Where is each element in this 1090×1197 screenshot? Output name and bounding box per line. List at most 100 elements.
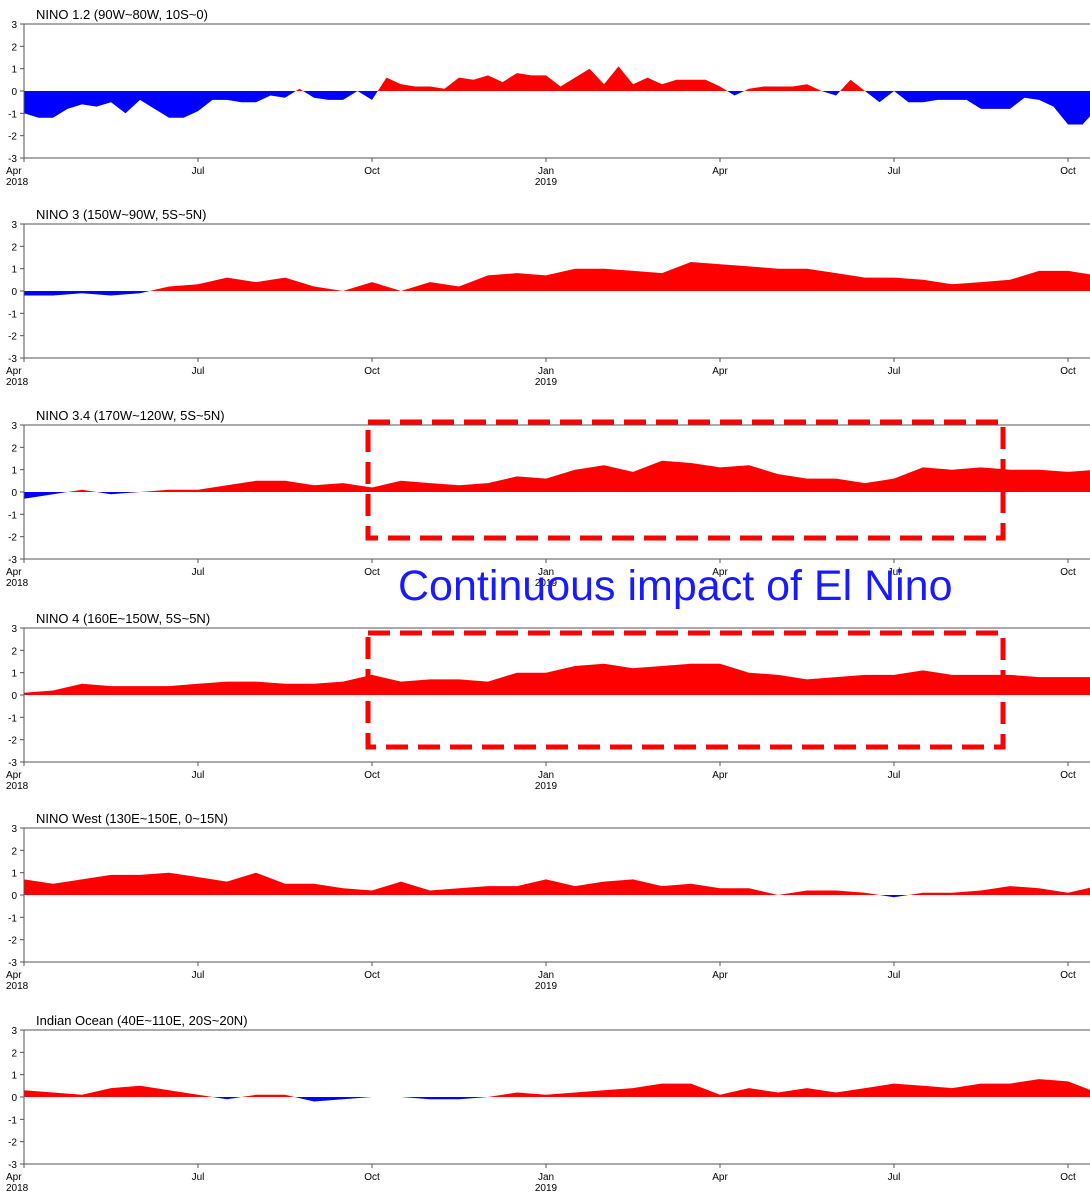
x-tick-year-label: 2018: [6, 1183, 29, 1194]
x-tick-label: Jul: [888, 770, 901, 781]
y-tick-label: -2: [8, 936, 17, 947]
y-tick-label: -3: [8, 958, 17, 969]
y-tick-label: -1: [8, 913, 17, 924]
x-tick-label: Apr: [6, 1172, 22, 1183]
x-tick-year-label: 2018: [6, 177, 29, 188]
anomaly-area: [24, 262, 1090, 304]
y-tick-label: 3: [11, 824, 17, 835]
anomaly-area: [24, 461, 1090, 499]
y-tick-label: 3: [11, 20, 17, 31]
y-tick-label: 2: [11, 242, 17, 253]
positive-anomaly-fill: [24, 1077, 1090, 1102]
y-tick-label: 3: [11, 220, 17, 231]
x-tick-label: Jul: [888, 970, 901, 981]
y-tick-label: 0: [11, 891, 17, 902]
x-tick-label: Oct: [364, 770, 380, 781]
x-tick-label: Oct: [364, 366, 380, 377]
x-tick-label: Jul: [888, 366, 901, 377]
x-tick-label: Jan: [538, 970, 554, 981]
x-tick-label: Oct: [364, 970, 380, 981]
el-nino-annotation: Continuous impact of El Nino: [398, 565, 953, 608]
y-tick-label: -2: [8, 332, 17, 343]
x-tick-label: Jul: [888, 166, 901, 177]
x-tick-label: Jul: [192, 970, 205, 981]
y-tick-label: 3: [11, 421, 17, 432]
x-tick-label: Apr: [6, 567, 22, 578]
x-tick-label: Apr: [712, 166, 728, 177]
y-tick-label: 2: [11, 646, 17, 657]
y-tick-label: 2: [11, 42, 17, 53]
y-tick-label: 2: [11, 1048, 17, 1059]
x-tick-label: Jul: [192, 770, 205, 781]
x-tick-year-label: 2019: [535, 981, 558, 992]
x-tick-label: Oct: [1060, 970, 1076, 981]
y-tick-label: 1: [11, 265, 17, 276]
anomaly-area: [24, 664, 1090, 695]
x-tick-year-label: 2018: [6, 981, 29, 992]
y-tick-label: 0: [11, 87, 17, 98]
x-tick-label: Apr: [6, 770, 22, 781]
panel-title: NINO 4 (160E~150W, 5S~5N): [36, 611, 210, 626]
y-tick-label: -2: [8, 736, 17, 747]
x-tick-year-label: 2018: [6, 578, 29, 589]
y-tick-label: -1: [8, 109, 17, 120]
y-tick-label: -1: [8, 510, 17, 521]
x-tick-year-label: 2018: [6, 377, 29, 388]
y-tick-label: -3: [8, 354, 17, 365]
y-tick-label: -3: [8, 154, 17, 165]
y-tick-label: 1: [11, 669, 17, 680]
x-tick-label: Oct: [1060, 366, 1076, 377]
y-tick-label: 2: [11, 846, 17, 857]
y-tick-label: 1: [11, 1071, 17, 1082]
y-tick-label: 1: [11, 65, 17, 76]
y-tick-label: -1: [8, 713, 17, 724]
panel-title: NINO 3.4 (170W~120W, 5S~5N): [36, 408, 225, 423]
x-tick-label: Apr: [712, 770, 728, 781]
x-tick-label: Jan: [538, 366, 554, 377]
positive-anomaly-fill: [24, 664, 1090, 695]
x-tick-label: Oct: [364, 567, 380, 578]
y-tick-label: -3: [8, 555, 17, 566]
y-tick-label: 3: [11, 1026, 17, 1037]
y-tick-label: -3: [8, 1160, 17, 1171]
y-tick-label: 3: [11, 624, 17, 635]
negative-anomaly-fill: [24, 66, 1090, 124]
x-tick-label: Oct: [364, 166, 380, 177]
y-tick-label: 0: [11, 1093, 17, 1104]
x-tick-label: Oct: [1060, 166, 1076, 177]
positive-anomaly-fill: [24, 262, 1090, 304]
y-tick-label: -2: [8, 1138, 17, 1149]
anomaly-area: [24, 864, 1090, 898]
panel-title: NINO 3 (150W~90W, 5S~5N): [36, 207, 207, 222]
x-tick-label: Jul: [192, 166, 205, 177]
x-tick-label: Oct: [1060, 770, 1076, 781]
x-tick-label: Apr: [712, 366, 728, 377]
positive-anomaly-fill: [24, 864, 1090, 898]
x-tick-label: Oct: [1060, 1172, 1076, 1183]
y-tick-label: 1: [11, 869, 17, 880]
x-tick-year-label: 2019: [535, 177, 558, 188]
x-tick-label: Oct: [364, 1172, 380, 1183]
positive-anomaly-fill: [24, 461, 1090, 499]
anomaly-area: [24, 66, 1090, 124]
y-tick-label: 0: [11, 488, 17, 499]
x-tick-year-label: 2019: [535, 1183, 558, 1194]
y-tick-label: -3: [8, 758, 17, 769]
y-tick-label: -2: [8, 533, 17, 544]
y-tick-label: -1: [8, 1115, 17, 1126]
x-tick-label: Apr: [6, 366, 22, 377]
y-tick-label: -2: [8, 132, 17, 143]
y-tick-label: 2: [11, 443, 17, 454]
x-tick-label: Jul: [888, 1172, 901, 1183]
x-tick-label: Jul: [192, 1172, 205, 1183]
x-tick-label: Oct: [1060, 567, 1076, 578]
anomaly-area: [24, 1077, 1090, 1102]
x-tick-label: Apr: [6, 970, 22, 981]
x-tick-year-label: 2018: [6, 781, 29, 792]
x-tick-label: Jan: [538, 1172, 554, 1183]
